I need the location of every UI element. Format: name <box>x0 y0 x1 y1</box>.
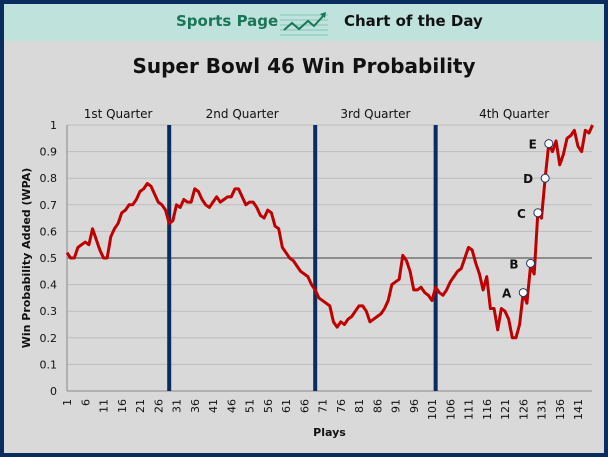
annotation-marker <box>540 173 550 183</box>
x-tick-label: 121 <box>499 399 512 420</box>
y-tick-label: 0.3 <box>40 305 58 318</box>
chart-frame: Sports Page Chart of the Day Super Bowl … <box>4 4 604 453</box>
y-tick-label: 1 <box>50 119 57 132</box>
y-tick-label: 0.7 <box>40 199 58 212</box>
x-tick-label: 16 <box>116 399 129 413</box>
y-tick-label: 0 <box>50 385 57 398</box>
y-axis-title: Win Probability Added (WPA) <box>20 168 33 349</box>
header-banner: Sports Page Chart of the Day <box>4 4 604 41</box>
x-tick-label: 81 <box>353 399 366 413</box>
annotation-marker <box>533 208 543 218</box>
x-tick-label: 91 <box>390 399 403 413</box>
x-tick-label: 41 <box>207 399 220 413</box>
annotation-label: D <box>523 172 533 186</box>
x-tick-label: 131 <box>536 399 549 420</box>
x-tick-label: 71 <box>317 399 330 413</box>
x-tick-label: 1 <box>61 399 74 406</box>
quarter-label: 1st Quarter <box>84 107 153 121</box>
y-tick-label: 0.2 <box>40 332 58 345</box>
y-tick-label: 0.5 <box>40 252 58 265</box>
quarter-label: 3rd Quarter <box>340 107 410 121</box>
x-tick-label: 126 <box>517 399 530 420</box>
chart-title: Super Bowl 46 Win Probability <box>132 54 476 78</box>
x-tick-label: 51 <box>244 399 257 413</box>
chart-plot: 00.10.20.30.40.50.60.70.80.911 6 11 16 21 26 3… <box>20 107 594 439</box>
x-tick-label: 86 <box>371 399 384 413</box>
x-tick-label: 106 <box>444 399 457 420</box>
annotation-label: A <box>502 287 512 301</box>
x-axis-title: Plays <box>313 426 346 439</box>
annotation-label: B <box>509 257 518 271</box>
annotation-label: E <box>529 138 537 152</box>
y-tick-label: 0.8 <box>40 172 58 185</box>
y-tick-label: 0.1 <box>40 358 58 371</box>
trend-chart-icon <box>280 12 328 36</box>
x-tick-label: 11 <box>98 399 111 413</box>
x-tick-label: 6 <box>79 399 92 406</box>
y-tick-label: 0.9 <box>40 146 58 159</box>
y-tick-label: 0.6 <box>40 225 58 238</box>
x-tick-label: 136 <box>554 399 567 420</box>
x-tick-label: 21 <box>134 399 147 413</box>
x-tick-label: 101 <box>426 399 439 420</box>
win-probability-line <box>65 124 594 340</box>
header-tagline: Chart of the Day <box>344 12 483 30</box>
quarter-label: 2nd Quarter <box>206 107 279 121</box>
x-tick-label: 141 <box>572 399 585 420</box>
x-tick-label: 56 <box>262 399 275 413</box>
x-tick-label: 66 <box>298 399 311 413</box>
annotation-marker <box>526 258 536 268</box>
brand-name: Sports Page <box>176 12 279 30</box>
x-tick-label: 111 <box>463 399 476 420</box>
x-tick-label: 46 <box>225 399 238 413</box>
x-tick-label: 26 <box>152 399 165 413</box>
x-tick-label: 116 <box>481 399 494 420</box>
annotation-marker <box>544 139 554 149</box>
x-tick-label: 76 <box>335 399 348 413</box>
annotation-marker <box>518 288 528 298</box>
x-tick-label: 31 <box>171 399 184 413</box>
y-tick-label: 0.4 <box>40 279 58 292</box>
x-tick-label: 36 <box>189 399 202 413</box>
annotation-label: C <box>517 207 526 221</box>
x-tick-label: 96 <box>408 399 421 413</box>
quarter-label: 4th Quarter <box>479 107 549 121</box>
x-tick-label: 61 <box>280 399 293 413</box>
